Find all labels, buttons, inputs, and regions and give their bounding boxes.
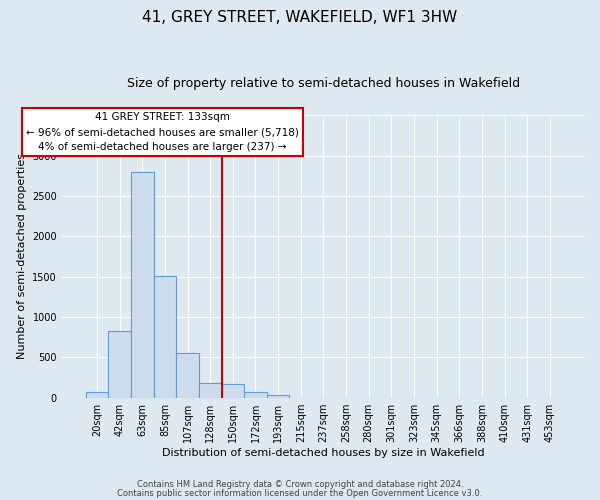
Text: 41, GREY STREET, WAKEFIELD, WF1 3HW: 41, GREY STREET, WAKEFIELD, WF1 3HW	[142, 10, 458, 25]
Bar	[108, 330, 131, 398]
Bar	[199, 383, 221, 398]
Y-axis label: Number of semi-detached properties: Number of semi-detached properties	[17, 154, 26, 360]
Title: Size of property relative to semi-detached houses in Wakefield: Size of property relative to semi-detach…	[127, 78, 520, 90]
Bar	[154, 276, 176, 398]
Bar	[267, 395, 289, 398]
Bar	[244, 392, 267, 398]
Bar	[221, 384, 244, 398]
Text: 41 GREY STREET: 133sqm
← 96% of semi-detached houses are smaller (5,718)
4% of s: 41 GREY STREET: 133sqm ← 96% of semi-det…	[26, 112, 299, 152]
X-axis label: Distribution of semi-detached houses by size in Wakefield: Distribution of semi-detached houses by …	[162, 448, 485, 458]
Text: Contains HM Land Registry data © Crown copyright and database right 2024.: Contains HM Land Registry data © Crown c…	[137, 480, 463, 489]
Text: Contains public sector information licensed under the Open Government Licence v3: Contains public sector information licen…	[118, 488, 482, 498]
Bar	[131, 172, 154, 398]
Bar	[86, 392, 108, 398]
Bar	[176, 353, 199, 398]
